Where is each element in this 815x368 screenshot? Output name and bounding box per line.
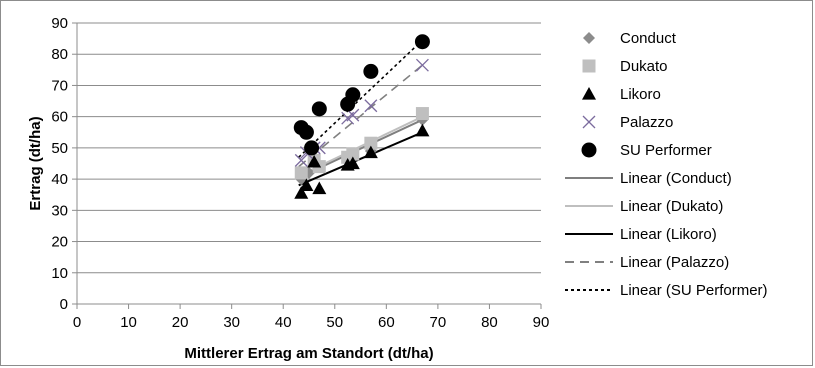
x-tick-label: 0 (73, 314, 81, 331)
point-su-performer (304, 140, 320, 156)
trendline-likoro (298, 131, 423, 187)
y-tick-label: 70 (51, 77, 68, 94)
point-likoro (294, 186, 309, 199)
point-likoro (299, 178, 314, 191)
x-tick-label: 50 (326, 314, 343, 331)
point-dukato (415, 107, 429, 121)
point-palazzo-stroke (415, 58, 429, 72)
x-tick-label: 40 (275, 314, 292, 331)
point-su-performer (345, 87, 361, 103)
point-su-performer (298, 124, 314, 140)
point-likoro (312, 181, 327, 195)
point-likoro (307, 154, 322, 168)
legend-marker-conduct (583, 32, 595, 44)
y-tick-label: 20 (51, 234, 68, 251)
point-likoro (415, 123, 430, 137)
legend-label-dukato: Dukato (620, 58, 668, 75)
data-points (293, 34, 430, 199)
gridlines (77, 22, 541, 274)
y-tick-label: 90 (51, 15, 68, 32)
point-su-performer (414, 34, 430, 50)
point-palazzo (364, 99, 378, 113)
legend-marker-dukato (582, 59, 596, 73)
legend-trend-label-palazzo: Linear (Palazzo) (620, 254, 729, 271)
legend-label-conduct: Conduct (620, 30, 677, 47)
y-axis-title: Ertrag (dt/ha) (27, 116, 44, 210)
x-tick-label: 70 (430, 314, 447, 331)
x-axis-title: Mittlerer Ertrag am Standort (dt/ha) (184, 345, 433, 362)
y-tick-label: 50 (51, 140, 68, 157)
legend-label-su-performer: SU Performer (620, 142, 712, 159)
point-dukato (346, 147, 360, 161)
point-palazzo (294, 153, 308, 167)
legend-trend-label-su-performer: Linear (SU Performer) (620, 282, 768, 299)
y-tick-label: 10 (51, 265, 68, 282)
legend-label-palazzo: Palazzo (620, 114, 673, 131)
point-palazzo-stroke (346, 108, 360, 122)
legend-trend-label-likoro: Linear (Likoro) (620, 226, 717, 243)
legend-marker-palazzo-stroke (582, 115, 596, 129)
legend-label-likoro: Likoro (620, 86, 661, 103)
legend-marker-likoro (582, 87, 596, 100)
x-tick-label: 30 (223, 314, 240, 331)
point-su-performer (311, 101, 327, 117)
trendline-su-performer (298, 39, 423, 158)
legend-marker-su-performer (581, 142, 597, 158)
y-tick-label: 0 (60, 296, 68, 313)
legend: Conduct Dukato Likoro Palazzo SU Performer Li… (565, 30, 768, 299)
point-palazzo-stroke (364, 99, 378, 113)
axes: 0 10 20 30 40 50 60 70 80 90 0 10 20 30 40 50 60 70 80 90 (51, 15, 549, 331)
point-likoro (345, 156, 360, 170)
point-likoro (363, 145, 378, 159)
y-tick-label: 60 (51, 109, 68, 126)
x-tick-label: 10 (120, 314, 137, 331)
point-palazzo-stroke (294, 153, 308, 167)
x-tick-label: 90 (533, 314, 550, 331)
x-tick-label: 80 (481, 314, 498, 331)
y-tick-label: 30 (51, 202, 68, 219)
legend-trend-label-conduct: Linear (Conduct) (620, 170, 732, 187)
trendline-palazzo (298, 64, 423, 168)
point-dukato (364, 136, 378, 150)
x-tick-label: 60 (378, 314, 395, 331)
legend-trend-label-dukato: Linear (Dukato) (620, 198, 723, 215)
legend-marker-palazzo (582, 115, 596, 129)
y-tick-label: 80 (51, 46, 68, 63)
point-palazzo (415, 58, 429, 72)
x-tick-label: 20 (172, 314, 189, 331)
y-tick-label: 40 (51, 171, 68, 188)
point-dukato (294, 166, 308, 180)
point-su-performer (363, 63, 379, 79)
